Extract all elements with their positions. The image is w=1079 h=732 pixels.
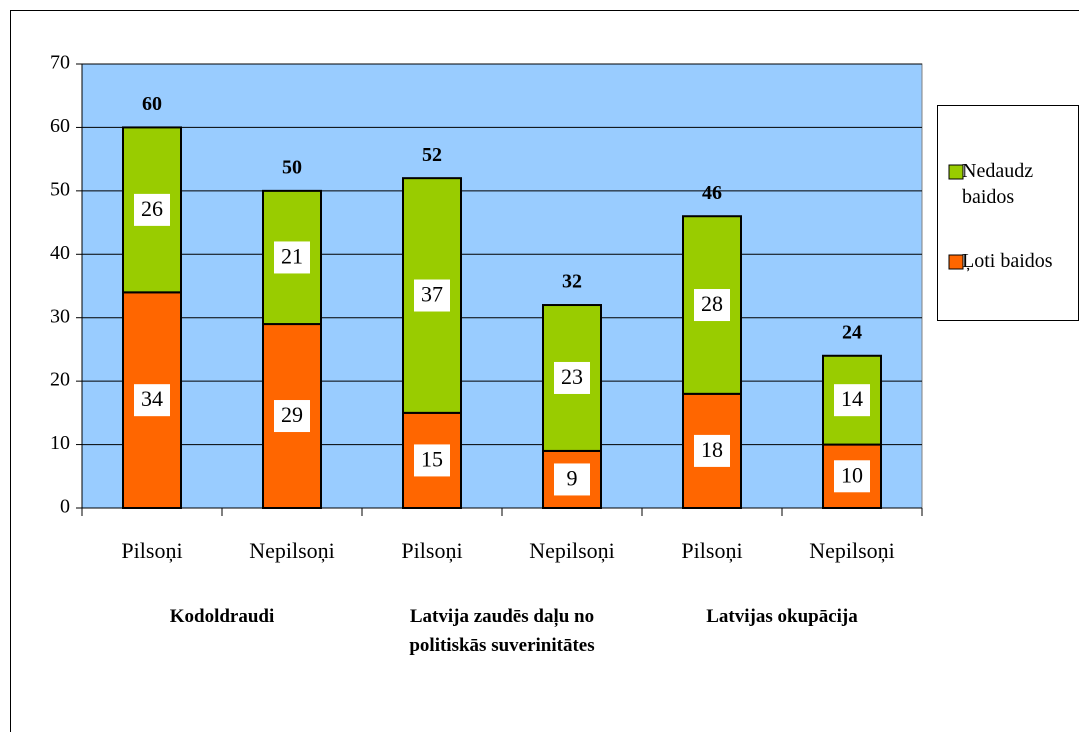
- value-label-bg: [274, 241, 310, 274]
- y-tick-label: 50: [50, 178, 70, 200]
- total-label: 60: [142, 93, 162, 115]
- total-label: 46: [702, 182, 722, 204]
- group-label: Latvijas okupācija: [706, 606, 858, 627]
- y-tick-label: 20: [50, 369, 70, 391]
- value-label: 15: [421, 446, 443, 471]
- x-tick-label: Pilsoņi: [681, 538, 742, 563]
- legend-label: Nedaudz baidos: [962, 160, 1034, 208]
- legend-swatch: [948, 254, 964, 270]
- x-tick-label: Nepilsoņi: [249, 538, 335, 563]
- y-tick-label: 60: [50, 115, 70, 137]
- value-label: 21: [281, 244, 303, 269]
- y-tick-label: 70: [50, 52, 70, 74]
- legend-box: [937, 105, 1079, 321]
- y-tick-label: 10: [50, 432, 70, 454]
- plot-area: [81, 63, 923, 509]
- y-tick-label: 0: [60, 496, 70, 518]
- group-label: Latvija zaudēs daļu no politiskās suveri…: [409, 606, 595, 656]
- y-tick-label: 40: [50, 242, 70, 264]
- value-label-bg: [834, 460, 870, 493]
- value-label: 26: [141, 196, 163, 221]
- value-label: 28: [701, 291, 723, 316]
- value-label-bg: [134, 384, 170, 417]
- value-label-bg: [274, 400, 310, 433]
- y-tick-label: 30: [50, 305, 70, 327]
- value-label-bg: [834, 384, 870, 417]
- total-label: 32: [562, 271, 582, 293]
- value-label-bg: [554, 361, 590, 394]
- total-label: 50: [282, 156, 302, 178]
- value-label: 14: [841, 386, 863, 411]
- value-label: 9: [567, 466, 578, 491]
- value-label: 37: [421, 282, 443, 307]
- bar-segment: [262, 323, 322, 509]
- value-label: 34: [141, 386, 163, 411]
- chart-frame: [10, 10, 1079, 732]
- value-label-bg: [694, 434, 730, 467]
- value-label-bg: [554, 463, 590, 496]
- value-label-bg: [134, 193, 170, 226]
- value-label-bg: [694, 289, 730, 322]
- value-label-bg: [414, 279, 450, 312]
- value-label: 10: [841, 462, 863, 487]
- value-label: 23: [561, 364, 583, 389]
- total-label: 52: [422, 144, 442, 166]
- value-label: 18: [701, 437, 723, 462]
- total-label: 24: [842, 321, 862, 343]
- x-tick-label: Nepilsoņi: [529, 538, 615, 563]
- value-label-bg: [414, 444, 450, 477]
- legend-swatch: [948, 164, 964, 180]
- value-label: 29: [281, 402, 303, 427]
- group-label: Kodoldraudi: [169, 606, 275, 627]
- x-tick-label: Pilsoņi: [401, 538, 462, 563]
- x-tick-label: Pilsoņi: [121, 538, 182, 563]
- x-tick-label: Nepilsoņi: [809, 538, 895, 563]
- legend-label: Ļoti baidos: [962, 250, 1053, 272]
